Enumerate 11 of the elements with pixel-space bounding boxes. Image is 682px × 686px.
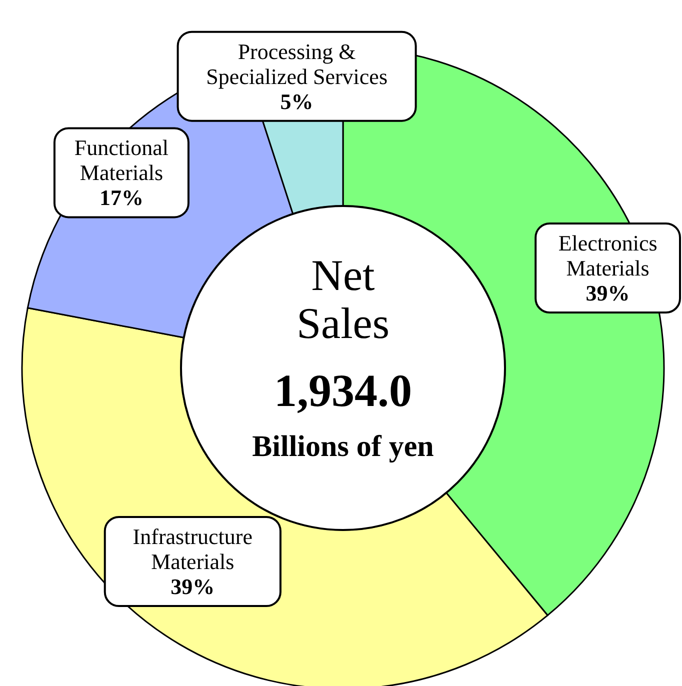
text: Net Sales (296, 251, 390, 348)
text: 1,934.0 (274, 365, 412, 416)
slice-label: Processing & Specialized Services (206, 38, 388, 89)
slice-label: Electronics Materials (558, 230, 658, 280)
data-label: 17% (99, 185, 144, 210)
text: Billions of yen (252, 430, 434, 463)
slice-label: Infrastructure Materials (132, 524, 253, 574)
data-label: 39% (170, 574, 215, 599)
data-label: 39% (586, 280, 630, 306)
data-label: 5% (280, 88, 314, 114)
slice-label: Functional Materials (74, 135, 169, 186)
